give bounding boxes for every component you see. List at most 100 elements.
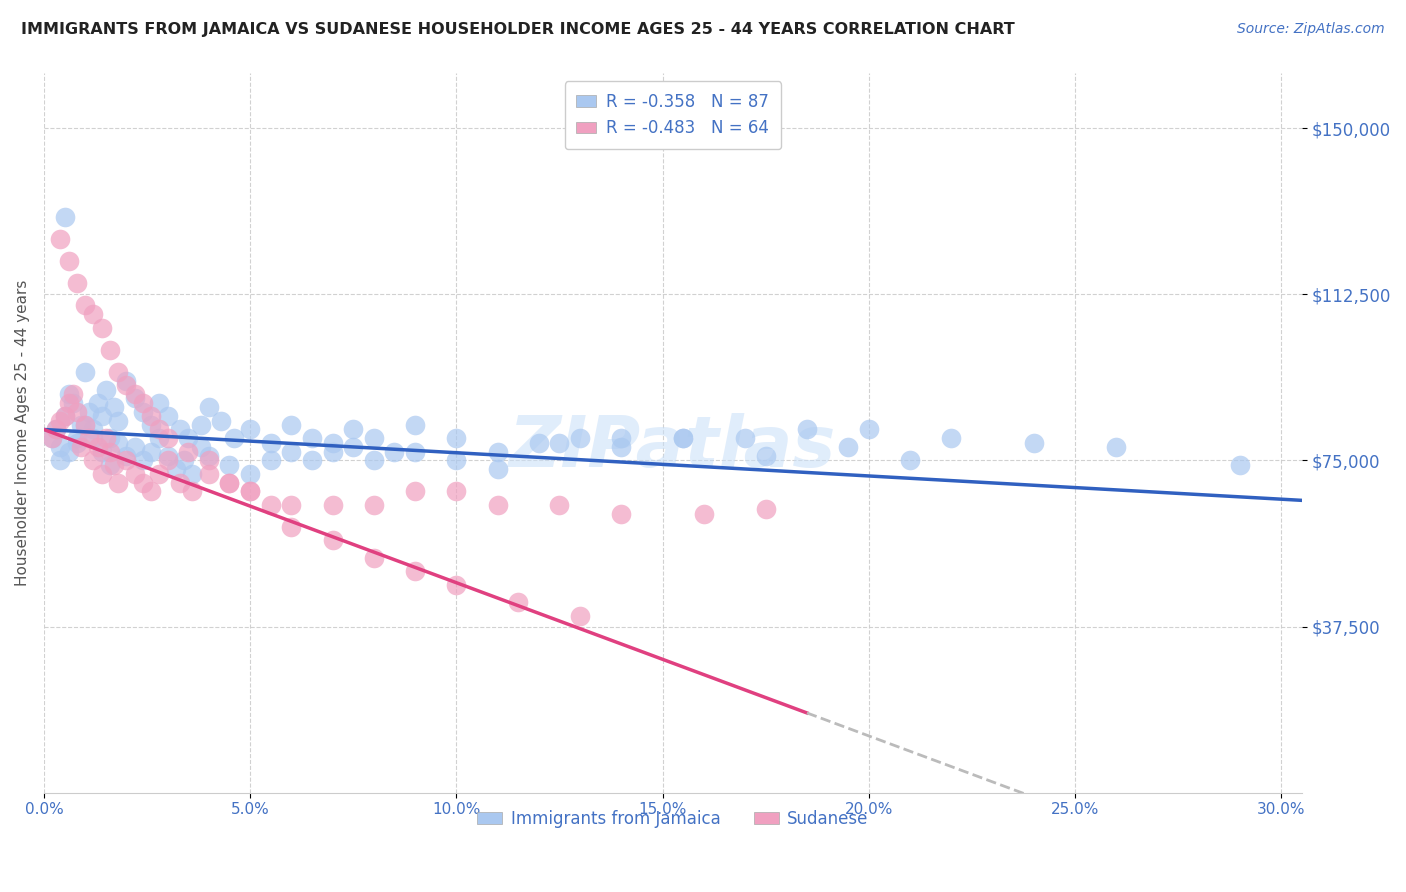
Point [124, 387, 146, 401]
Point [260, 435, 283, 450]
Text: ZIPatlas: ZIPatlas [509, 413, 837, 482]
Point [62, 396, 84, 410]
Point [177, 444, 200, 458]
Point [280, 520, 302, 534]
Point [363, 498, 385, 512]
Point [173, 453, 195, 467]
Point [66, 435, 89, 450]
Point [132, 453, 155, 467]
Point [49, 453, 72, 467]
Point [115, 449, 138, 463]
Point [53, 210, 76, 224]
Point [239, 484, 262, 499]
Point [139, 484, 162, 499]
Point [82, 453, 104, 467]
Point [82, 431, 104, 445]
Point [53, 409, 76, 424]
Point [198, 401, 221, 415]
Point [508, 595, 530, 609]
Point [77, 431, 100, 445]
Point [66, 431, 89, 445]
Point [548, 435, 571, 450]
Point [156, 431, 179, 445]
Point [75, 365, 97, 379]
Point [139, 444, 162, 458]
Point [693, 507, 716, 521]
Point [734, 431, 756, 445]
Point [98, 458, 121, 472]
Point [446, 577, 468, 591]
Point [98, 431, 121, 445]
Point [486, 498, 509, 512]
Point [70, 440, 93, 454]
Point [53, 409, 76, 424]
Point [198, 467, 221, 481]
Point [610, 440, 633, 454]
Point [446, 484, 468, 499]
Point [837, 440, 859, 454]
Point [446, 453, 468, 467]
Point [342, 422, 364, 436]
Point [404, 484, 426, 499]
Point [107, 365, 129, 379]
Point [198, 453, 221, 467]
Point [384, 444, 406, 458]
Point [218, 475, 240, 490]
Point [75, 418, 97, 433]
Point [672, 431, 695, 445]
Point [41, 431, 63, 445]
Y-axis label: Householder Income Ages 25 - 44 years: Householder Income Ages 25 - 44 years [15, 279, 30, 586]
Point [124, 467, 146, 481]
Point [1022, 435, 1045, 450]
Point [209, 414, 232, 428]
Point [898, 453, 921, 467]
Point [165, 462, 187, 476]
Point [190, 440, 212, 454]
Point [1105, 440, 1128, 454]
Point [548, 498, 571, 512]
Point [796, 422, 818, 436]
Point [941, 431, 963, 445]
Point [90, 409, 112, 424]
Point [156, 449, 179, 463]
Point [672, 431, 695, 445]
Point [103, 458, 125, 472]
Point [755, 502, 778, 516]
Point [342, 440, 364, 454]
Point [280, 444, 302, 458]
Point [115, 374, 138, 388]
Point [148, 467, 170, 481]
Point [222, 431, 245, 445]
Point [181, 467, 204, 481]
Point [132, 396, 155, 410]
Point [858, 422, 880, 436]
Point [75, 298, 97, 312]
Point [239, 484, 262, 499]
Point [45, 422, 67, 436]
Point [239, 422, 262, 436]
Point [322, 444, 344, 458]
Point [280, 418, 302, 433]
Point [66, 277, 89, 291]
Point [49, 232, 72, 246]
Point [190, 418, 212, 433]
Point [115, 378, 138, 392]
Point [77, 405, 100, 419]
Point [49, 440, 72, 454]
Point [260, 453, 283, 467]
Point [218, 475, 240, 490]
Point [90, 444, 112, 458]
Point [148, 431, 170, 445]
Point [177, 431, 200, 445]
Point [218, 458, 240, 472]
Point [103, 401, 125, 415]
Point [49, 414, 72, 428]
Point [139, 409, 162, 424]
Point [82, 307, 104, 321]
Point [260, 498, 283, 512]
Point [66, 405, 89, 419]
Point [124, 440, 146, 454]
Legend: Immigrants from Jamaica, Sudanese: Immigrants from Jamaica, Sudanese [471, 804, 875, 835]
Point [82, 422, 104, 436]
Point [62, 387, 84, 401]
